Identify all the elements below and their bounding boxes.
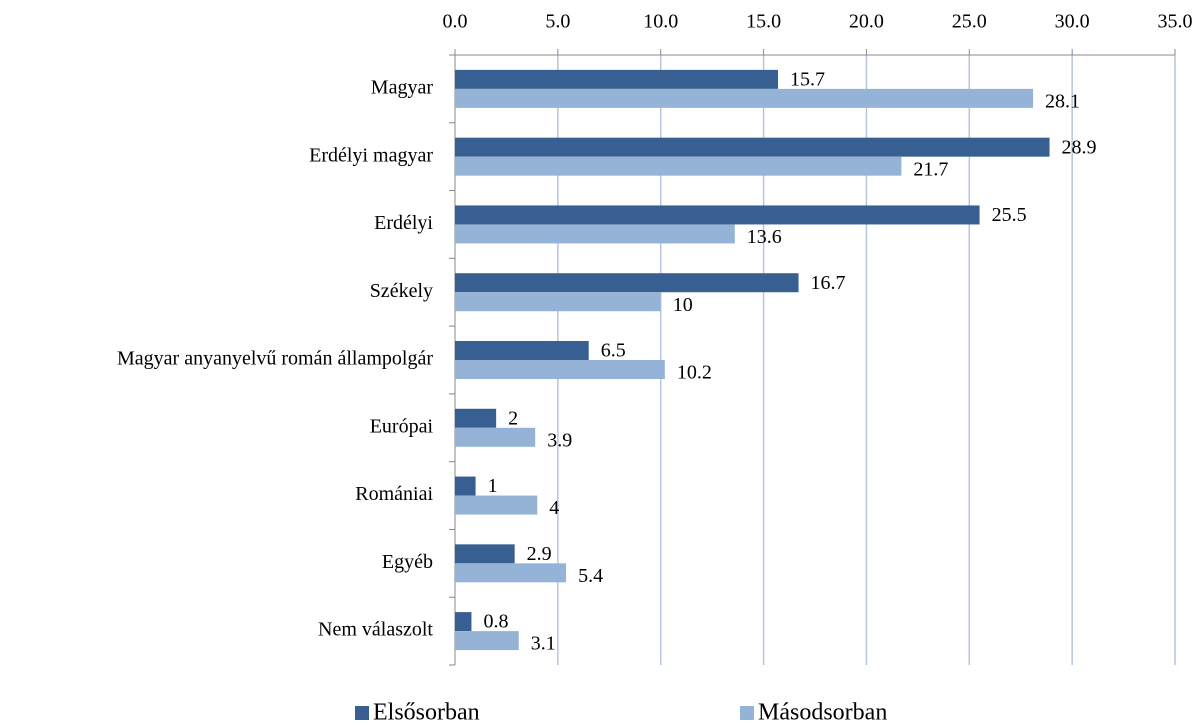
y-tick-label: Magyar anyanyelvű román állampolgár: [117, 348, 433, 370]
y-tick-label: Székely: [370, 280, 433, 302]
bar: [455, 563, 567, 583]
x-tick-label: 35.0: [1158, 11, 1193, 33]
y-tick-label: Erdélyi magyar: [309, 144, 433, 166]
legend-swatch: [740, 706, 754, 720]
legend-label: Elsősorban: [373, 700, 480, 725]
data-label: 1: [488, 475, 498, 497]
bar: [455, 205, 980, 225]
y-tick-label: Nem válaszolt: [318, 619, 433, 641]
y-tick-label: Európai: [370, 415, 434, 437]
data-label: 5.4: [578, 565, 603, 587]
y-tick-label: Erdélyi: [374, 212, 433, 234]
bar: [455, 544, 515, 564]
data-label: 2.9: [527, 543, 552, 565]
bar: [455, 408, 497, 428]
data-label: 15.7: [790, 68, 825, 90]
data-label: 6.5: [601, 340, 626, 362]
data-label: 10: [673, 294, 693, 316]
x-tick-label: 30.0: [1055, 11, 1090, 33]
data-label: 2: [508, 407, 518, 429]
bar: [455, 612, 472, 632]
bar: [455, 273, 799, 293]
x-tick-label: 5.0: [545, 11, 570, 33]
x-tick-label: 0.0: [443, 11, 468, 33]
data-label: 3.9: [547, 429, 572, 451]
data-label: 10.2: [677, 362, 712, 384]
data-label: 21.7: [913, 158, 948, 180]
legend-swatch: [355, 706, 369, 720]
bar: [455, 476, 476, 496]
data-label: 25.5: [992, 204, 1027, 226]
data-label: 28.1: [1045, 90, 1080, 112]
data-label: 16.7: [811, 272, 846, 294]
bar: [455, 631, 519, 651]
data-label: 3.1: [531, 633, 556, 655]
data-label: 4: [549, 497, 559, 519]
bar: [455, 156, 902, 176]
y-tick-label: Romániai: [355, 483, 433, 505]
y-tick-label: Egyéb: [382, 551, 433, 573]
bar: [455, 88, 1034, 108]
x-tick-label: 10.0: [643, 11, 678, 33]
bar: [455, 69, 778, 89]
bar: [455, 137, 1050, 157]
x-tick-label: 15.0: [746, 11, 781, 33]
data-label: 13.6: [747, 226, 782, 248]
x-tick-label: 20.0: [849, 11, 884, 33]
bar: [455, 341, 589, 360]
y-tick-label: Magyar: [371, 76, 434, 98]
bar: [455, 292, 661, 312]
bar: [455, 427, 536, 447]
data-label: 0.8: [483, 611, 508, 633]
bar: [455, 495, 538, 515]
data-label: 28.9: [1062, 136, 1097, 158]
x-tick-label: 25.0: [952, 11, 987, 33]
bar: [455, 360, 665, 379]
bar: [455, 224, 735, 244]
legend-label: Másodsorban: [758, 700, 887, 725]
